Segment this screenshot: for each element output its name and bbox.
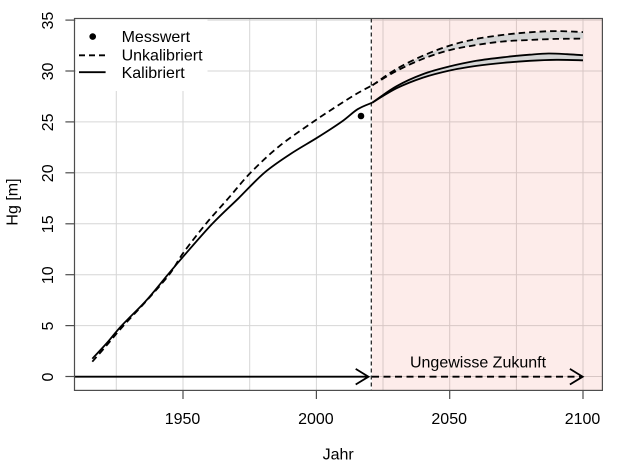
svg-text:Ungewisse Zukunft: Ungewisse Zukunft (410, 354, 547, 371)
svg-text:2100: 2100 (565, 411, 601, 428)
svg-text:15: 15 (40, 215, 57, 233)
svg-text:20: 20 (40, 164, 57, 182)
svg-text:Kalibriert: Kalibriert (122, 65, 186, 82)
svg-text:Hg [m]: Hg [m] (4, 178, 21, 225)
svg-text:Unkalibriert: Unkalibriert (122, 47, 203, 64)
svg-text:35: 35 (40, 12, 57, 30)
svg-text:Messwert: Messwert (122, 29, 191, 46)
svg-text:30: 30 (40, 63, 57, 81)
svg-text:10: 10 (40, 266, 57, 284)
svg-text:Jahr: Jahr (323, 447, 355, 464)
svg-text:25: 25 (40, 113, 57, 131)
svg-text:2000: 2000 (298, 411, 334, 428)
svg-text:1950: 1950 (165, 411, 201, 428)
svg-text:2050: 2050 (431, 411, 467, 428)
svg-text:0: 0 (40, 372, 57, 381)
svg-text:5: 5 (40, 322, 57, 331)
